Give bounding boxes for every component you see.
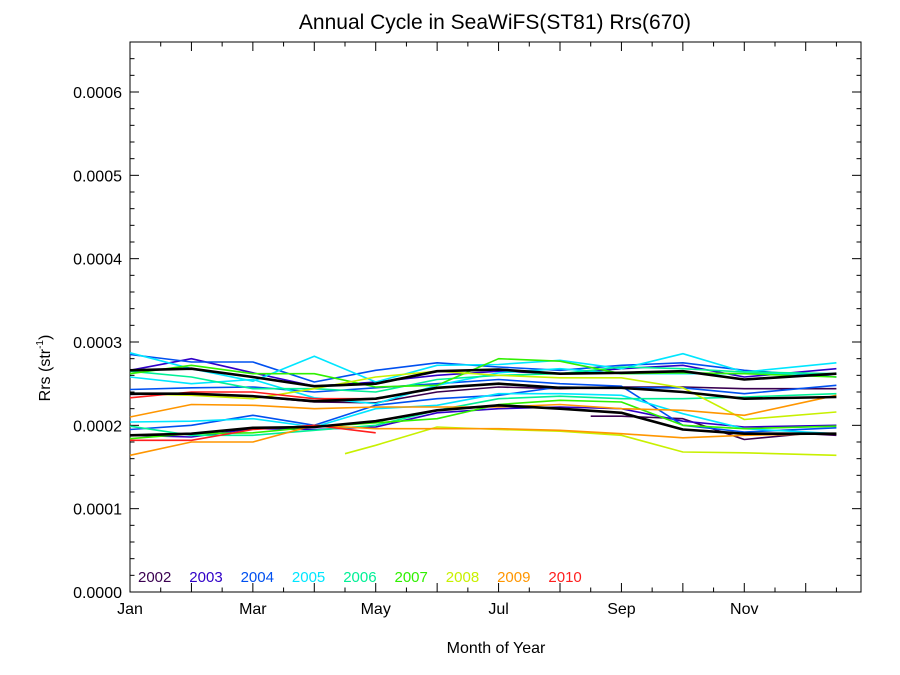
series-line-2005 [129,352,837,383]
y-axis-label: Rrs (str-1) [35,335,54,402]
y-tick-label: 0.0005 [73,168,122,185]
y-axis-label-main: Rrs (str [37,348,54,401]
y-tick-label: 0.0001 [73,502,122,519]
series-line-2010 [130,424,376,442]
y-tick-label: 0.0004 [73,252,122,269]
legend-entry-2009: 2009 [497,569,530,586]
mean-lines-layer [129,367,837,437]
legend-entry-2005: 2005 [292,569,325,586]
series-layer [129,352,837,457]
series-line-2003 [129,357,837,388]
legend-entry-2002: 2002 [138,569,171,586]
y-tick-label: 0.0002 [73,418,122,435]
series-line-2006 [129,366,837,393]
x-tick-label: Jan [117,601,143,618]
y-axis-label-close: ) [37,335,54,340]
y-axis-label-sup: -1 [35,340,46,349]
x-axis: Jan Mar May Jul Sep Nov [117,42,837,618]
mean-line [130,382,837,403]
series-line-2005 [129,392,837,435]
x-tick-label: Sep [607,601,636,618]
legend-entry-2004: 2004 [241,569,274,586]
y-tick-label: 0.0006 [73,85,122,102]
x-tick-label: May [361,601,391,618]
chart-title: Annual Cycle in SeaWiFS(ST81) Rrs(670) [299,11,691,34]
x-axis-label: Month of Year [447,640,546,657]
plot-frame [129,41,862,593]
series-line-2007 [129,399,837,440]
legend-entry-2003: 2003 [189,569,222,586]
legend-entry-2008: 2008 [446,569,479,586]
legend-entry-2006: 2006 [343,569,376,586]
series-line-2008 [344,426,837,457]
x-tick-label: Nov [730,601,758,618]
series-line-2009 [129,424,837,457]
plot-border [129,41,862,593]
mean-line [129,403,837,437]
series-line-2006 [129,392,837,437]
mean-line [129,367,837,388]
x-tick-label: Mar [239,601,267,618]
y-tick-label: 0.0000 [73,585,122,602]
legend-entry-2010: 2010 [548,569,581,586]
legend-entry-2007: 2007 [395,569,428,586]
legend: 2002 2003 2004 2005 2006 2007 2008 2009 2010 [138,569,582,586]
y-tick-label: 0.0003 [73,335,122,352]
x-tick-label: Jul [488,601,508,618]
y-axis: 0.0000 0.0001 0.0002 0.0003 0.0004 0.0005 0.00… [73,41,861,602]
series-line-2004 [129,384,837,431]
